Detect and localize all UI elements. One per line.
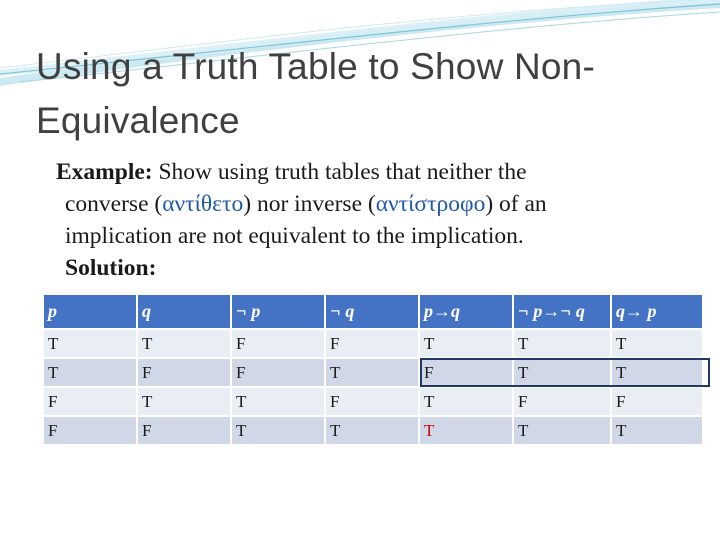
table-cell: T (514, 417, 610, 444)
header-cell: ¬ q (326, 295, 418, 328)
example-line-1: Example: Show using truth tables that ne… (56, 156, 676, 188)
table-cell: T (232, 417, 324, 444)
table-cell: T (138, 330, 230, 357)
example-colon: : (144, 159, 153, 185)
table-cell: T (612, 417, 702, 444)
table-cell: F (44, 388, 136, 415)
table-cell: T (326, 417, 418, 444)
table-cell: T (44, 359, 136, 386)
greek-inverse-term: αντίστροφο (375, 191, 486, 217)
solution-label: Solution: (65, 255, 157, 281)
table-cell: T (232, 388, 324, 415)
table-cell: F (326, 388, 418, 415)
table-cell: F (420, 359, 512, 386)
table-cell: T (612, 330, 702, 357)
header-cell: q (138, 295, 230, 328)
example-line1-text: Show using truth tables that neither the (152, 159, 527, 185)
table-cell: T (420, 417, 512, 444)
table-cell: F (138, 359, 230, 386)
decorative-swoosh (0, 0, 720, 86)
example-line-3: implication are not equivalent to the im… (65, 223, 524, 249)
page-title: Using a Truth Table to Show Non-Equivale… (36, 46, 595, 141)
table-cell: T (138, 388, 230, 415)
table-cell: T (420, 330, 512, 357)
table-cell: F (232, 359, 324, 386)
header-cell: q→ p (612, 295, 702, 328)
table-cell: T (612, 359, 702, 386)
example-text: Example: Show using truth tables that ne… (56, 156, 676, 284)
example-line2-post: ) of an (485, 191, 547, 217)
table-cell: F (612, 388, 702, 415)
example-label: Example (56, 159, 145, 185)
header-cell: ¬ p (232, 295, 324, 328)
table-cell: T (420, 388, 512, 415)
table-cell: F (44, 417, 136, 444)
example-line-2: converse (αντίθετο) nor inverse (αντίστρ… (56, 188, 676, 220)
table-cell: F (326, 330, 418, 357)
example-line2-pre: converse ( (65, 191, 163, 217)
table-cell: F (232, 330, 324, 357)
example-line2-mid: ) nor inverse ( (243, 191, 376, 217)
table-cell: T (326, 359, 418, 386)
header-cell: p→q (420, 295, 512, 328)
header-cell: ¬ p→¬ q (514, 295, 610, 328)
table-cell: F (138, 417, 230, 444)
table-cell: T (44, 330, 136, 357)
header-cell: p (44, 295, 136, 328)
greek-converse-term: αντίθετο (162, 191, 244, 217)
table-cell: F (514, 388, 610, 415)
table-cell: T (514, 359, 610, 386)
table-header-row: p q ¬ p ¬ q p→q ¬ p→¬ q q→ p (44, 295, 702, 328)
table-cell: T (514, 330, 610, 357)
